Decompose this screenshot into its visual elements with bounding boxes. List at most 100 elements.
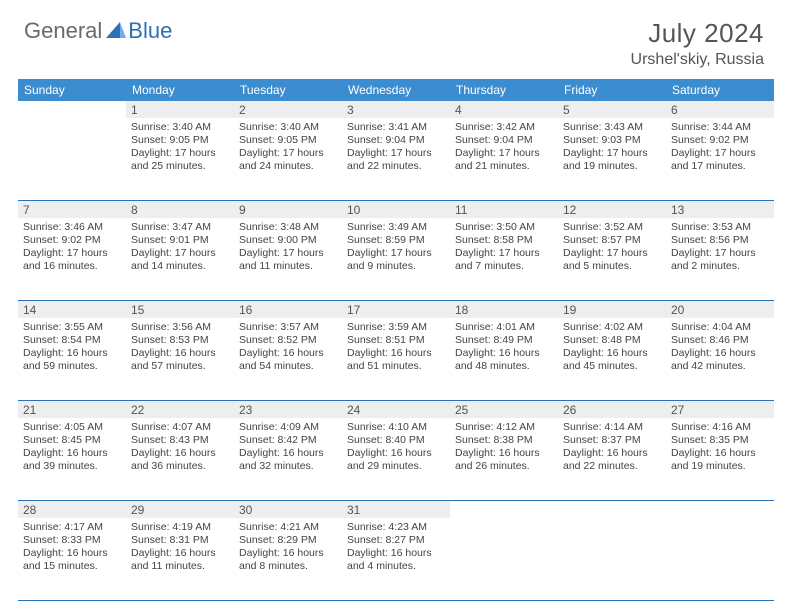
- detail-line: and 22 minutes.: [347, 160, 445, 173]
- detail-line: Sunrise: 4:01 AM: [455, 321, 553, 334]
- day-cell: Sunrise: 4:14 AMSunset: 8:37 PMDaylight:…: [558, 418, 666, 500]
- detail-line: and 21 minutes.: [455, 160, 553, 173]
- day-cell: Sunrise: 4:19 AMSunset: 8:31 PMDaylight:…: [126, 518, 234, 600]
- detail-line: and 29 minutes.: [347, 460, 445, 473]
- day-cell: Sunrise: 4:12 AMSunset: 8:38 PMDaylight:…: [450, 418, 558, 500]
- detail-line: Sunrise: 3:42 AM: [455, 121, 553, 134]
- detail-line: Sunset: 8:42 PM: [239, 434, 337, 447]
- day-cell: Sunrise: 4:10 AMSunset: 8:40 PMDaylight:…: [342, 418, 450, 500]
- day-header: Saturday: [666, 79, 774, 101]
- day-cell: Sunrise: 3:56 AMSunset: 8:53 PMDaylight:…: [126, 318, 234, 400]
- detail-line: Daylight: 17 hours: [347, 247, 445, 260]
- day-cell: Sunrise: 3:40 AMSunset: 9:05 PMDaylight:…: [234, 118, 342, 200]
- day-cell: Sunrise: 4:17 AMSunset: 8:33 PMDaylight:…: [18, 518, 126, 600]
- day-number: 14: [18, 301, 126, 318]
- day-details: Sunrise: 3:59 AMSunset: 8:51 PMDaylight:…: [347, 321, 445, 374]
- detail-line: and 19 minutes.: [563, 160, 661, 173]
- detail-line: and 22 minutes.: [563, 460, 661, 473]
- detail-line: Daylight: 16 hours: [455, 347, 553, 360]
- month-title: July 2024: [631, 18, 764, 49]
- day-header: Monday: [126, 79, 234, 101]
- day-details: Sunrise: 3:57 AMSunset: 8:52 PMDaylight:…: [239, 321, 337, 374]
- day-headers: SundayMondayTuesdayWednesdayThursdayFrid…: [18, 79, 774, 101]
- day-details: Sunrise: 4:10 AMSunset: 8:40 PMDaylight:…: [347, 421, 445, 474]
- day-details: Sunrise: 4:16 AMSunset: 8:35 PMDaylight:…: [671, 421, 769, 474]
- detail-line: Sunset: 9:04 PM: [455, 134, 553, 147]
- day-cell: Sunrise: 3:55 AMSunset: 8:54 PMDaylight:…: [18, 318, 126, 400]
- detail-line: Sunset: 8:54 PM: [23, 334, 121, 347]
- detail-line: Daylight: 17 hours: [239, 247, 337, 260]
- detail-line: Daylight: 16 hours: [347, 347, 445, 360]
- day-number: 9: [234, 201, 342, 218]
- day-number: 18: [450, 301, 558, 318]
- detail-line: Sunset: 9:04 PM: [347, 134, 445, 147]
- empty-cell: [558, 518, 666, 600]
- detail-line: and 9 minutes.: [347, 260, 445, 273]
- day-number: 12: [558, 201, 666, 218]
- detail-line: Sunset: 8:45 PM: [23, 434, 121, 447]
- detail-line: Sunset: 8:48 PM: [563, 334, 661, 347]
- detail-line: Sunrise: 3:43 AM: [563, 121, 661, 134]
- detail-line: and 59 minutes.: [23, 360, 121, 373]
- detail-line: and 7 minutes.: [455, 260, 553, 273]
- detail-line: Sunrise: 3:57 AM: [239, 321, 337, 334]
- day-cell: Sunrise: 3:48 AMSunset: 9:00 PMDaylight:…: [234, 218, 342, 300]
- detail-line: Sunset: 9:01 PM: [131, 234, 229, 247]
- detail-line: Sunrise: 3:59 AM: [347, 321, 445, 334]
- detail-line: Daylight: 16 hours: [563, 347, 661, 360]
- day-header: Sunday: [18, 79, 126, 101]
- detail-line: and 15 minutes.: [23, 560, 121, 573]
- day-cell: Sunrise: 3:41 AMSunset: 9:04 PMDaylight:…: [342, 118, 450, 200]
- day-number: 4: [450, 101, 558, 118]
- day-number: 27: [666, 401, 774, 418]
- detail-line: Daylight: 16 hours: [239, 347, 337, 360]
- detail-line: Daylight: 17 hours: [239, 147, 337, 160]
- detail-line: Sunset: 8:43 PM: [131, 434, 229, 447]
- detail-line: Sunset: 8:58 PM: [455, 234, 553, 247]
- empty-cell: [18, 118, 126, 200]
- detail-line: Sunset: 8:56 PM: [671, 234, 769, 247]
- day-details: Sunrise: 4:07 AMSunset: 8:43 PMDaylight:…: [131, 421, 229, 474]
- day-details: Sunrise: 4:19 AMSunset: 8:31 PMDaylight:…: [131, 521, 229, 574]
- day-details: Sunrise: 3:41 AMSunset: 9:04 PMDaylight:…: [347, 121, 445, 174]
- detail-line: Sunrise: 4:19 AM: [131, 521, 229, 534]
- brand-part1: General: [24, 18, 102, 44]
- detail-line: Sunset: 9:02 PM: [23, 234, 121, 247]
- detail-line: and 45 minutes.: [563, 360, 661, 373]
- empty-daynum: [558, 501, 666, 518]
- detail-line: Sunset: 8:52 PM: [239, 334, 337, 347]
- day-header: Thursday: [450, 79, 558, 101]
- day-number: 16: [234, 301, 342, 318]
- detail-line: Sunrise: 3:46 AM: [23, 221, 121, 234]
- day-number: 22: [126, 401, 234, 418]
- detail-line: Sunrise: 3:44 AM: [671, 121, 769, 134]
- detail-line: and 57 minutes.: [131, 360, 229, 373]
- detail-line: Sunset: 9:05 PM: [239, 134, 337, 147]
- day-cell: Sunrise: 4:01 AMSunset: 8:49 PMDaylight:…: [450, 318, 558, 400]
- day-details: Sunrise: 3:52 AMSunset: 8:57 PMDaylight:…: [563, 221, 661, 274]
- day-cell: Sunrise: 4:05 AMSunset: 8:45 PMDaylight:…: [18, 418, 126, 500]
- detail-line: Sunset: 8:37 PM: [563, 434, 661, 447]
- day-cell: Sunrise: 4:04 AMSunset: 8:46 PMDaylight:…: [666, 318, 774, 400]
- day-number: 2: [234, 101, 342, 118]
- detail-line: Sunrise: 3:40 AM: [239, 121, 337, 134]
- detail-line: and 24 minutes.: [239, 160, 337, 173]
- day-details: Sunrise: 3:55 AMSunset: 8:54 PMDaylight:…: [23, 321, 121, 374]
- detail-line: Sunset: 9:02 PM: [671, 134, 769, 147]
- detail-line: and 51 minutes.: [347, 360, 445, 373]
- detail-line: Sunset: 9:05 PM: [131, 134, 229, 147]
- empty-daynum: [18, 101, 126, 118]
- detail-line: Daylight: 16 hours: [23, 347, 121, 360]
- day-cell: Sunrise: 3:43 AMSunset: 9:03 PMDaylight:…: [558, 118, 666, 200]
- detail-line: and 16 minutes.: [23, 260, 121, 273]
- detail-line: and 32 minutes.: [239, 460, 337, 473]
- day-number: 28: [18, 501, 126, 518]
- day-cell: Sunrise: 4:23 AMSunset: 8:27 PMDaylight:…: [342, 518, 450, 600]
- detail-line: and 25 minutes.: [131, 160, 229, 173]
- detail-line: Sunrise: 3:53 AM: [671, 221, 769, 234]
- day-details: Sunrise: 3:49 AMSunset: 8:59 PMDaylight:…: [347, 221, 445, 274]
- week-row: Sunrise: 4:17 AMSunset: 8:33 PMDaylight:…: [18, 518, 774, 601]
- day-details: Sunrise: 4:23 AMSunset: 8:27 PMDaylight:…: [347, 521, 445, 574]
- detail-line: Daylight: 17 hours: [671, 147, 769, 160]
- day-number: 23: [234, 401, 342, 418]
